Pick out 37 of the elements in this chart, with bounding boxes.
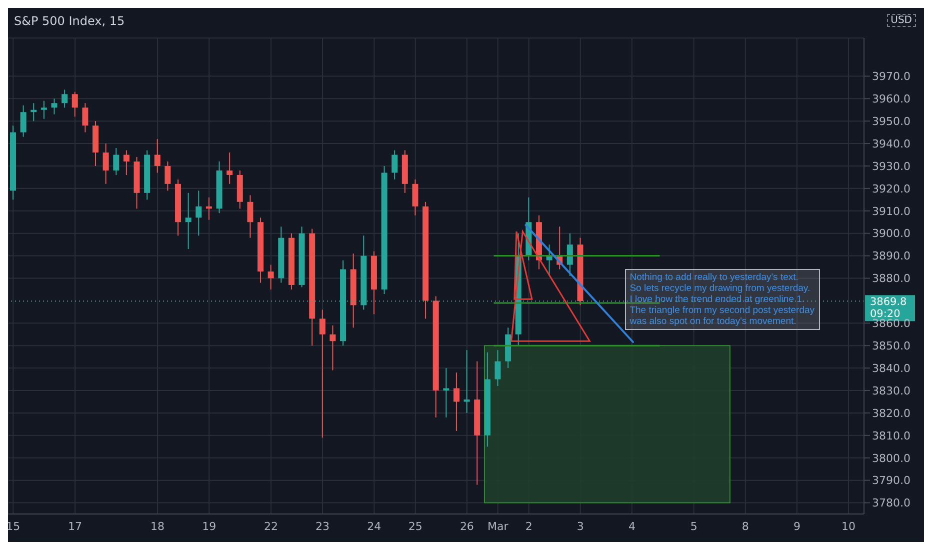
y-tick-label: 3800.0 — [872, 452, 910, 465]
x-tick-label: 26 — [460, 520, 474, 533]
x-tick-label: 9 — [793, 520, 800, 533]
y-tick-label: 3850.0 — [872, 340, 910, 353]
y-tick-label: 3890.0 — [872, 250, 910, 263]
x-tick-label: 3 — [576, 520, 584, 533]
y-tick-label: 3830.0 — [872, 384, 910, 398]
x-tick-label: 18 — [150, 520, 165, 533]
y-tick-label: 3790.0 — [872, 474, 910, 488]
x-tick-label: 19 — [202, 520, 216, 533]
x-tick-label: 4 — [628, 520, 636, 533]
x-tick-label: 8 — [742, 520, 749, 533]
y-tick-label: 3930.0 — [872, 160, 910, 173]
annotation: Nothing to add really to yesterday's text. So lets recycle my drawing from yesterday. I love how the trend ended at greenline 1. The triangle from my second post yesterday was also spot on for today's movement. — [624, 269, 820, 330]
x-tick-label: 23 — [316, 520, 330, 533]
y-tick-label: 3970.0 — [872, 70, 910, 84]
x-tick-label: 10 — [842, 520, 856, 533]
y-axis-title: USD — [886, 14, 916, 27]
y-tick-label: 3910.0 — [872, 204, 910, 218]
y-tick-label: 3820.0 — [872, 406, 910, 420]
y-tick-label: 3920.0 — [872, 182, 910, 196]
y-tick-label: 3840.0 — [872, 362, 910, 375]
chart-title: S&P 500 Index, 15 — [14, 14, 125, 28]
y-tick-label: 3810.0 — [872, 429, 910, 442]
x-tick-label: 2 — [525, 520, 532, 533]
x-tick-label: Mar — [487, 520, 509, 533]
y-tick-label: 3900.0 — [872, 227, 910, 240]
x-tick-label: 25 — [408, 520, 422, 533]
y-tick-label: 3960.0 — [872, 92, 910, 106]
x-tick-label: 17 — [68, 520, 82, 533]
x-tick-label: 24 — [367, 520, 382, 533]
y-tick-label: 3940.0 — [872, 137, 910, 150]
x-tick-label: 5 — [690, 520, 698, 533]
y-tick-label: 3950.0 — [872, 114, 910, 128]
y-tick-label: 3780.0 — [872, 496, 910, 510]
x-tick-label: 22 — [264, 520, 278, 533]
y-tick-label: 3880.0 — [872, 272, 910, 286]
